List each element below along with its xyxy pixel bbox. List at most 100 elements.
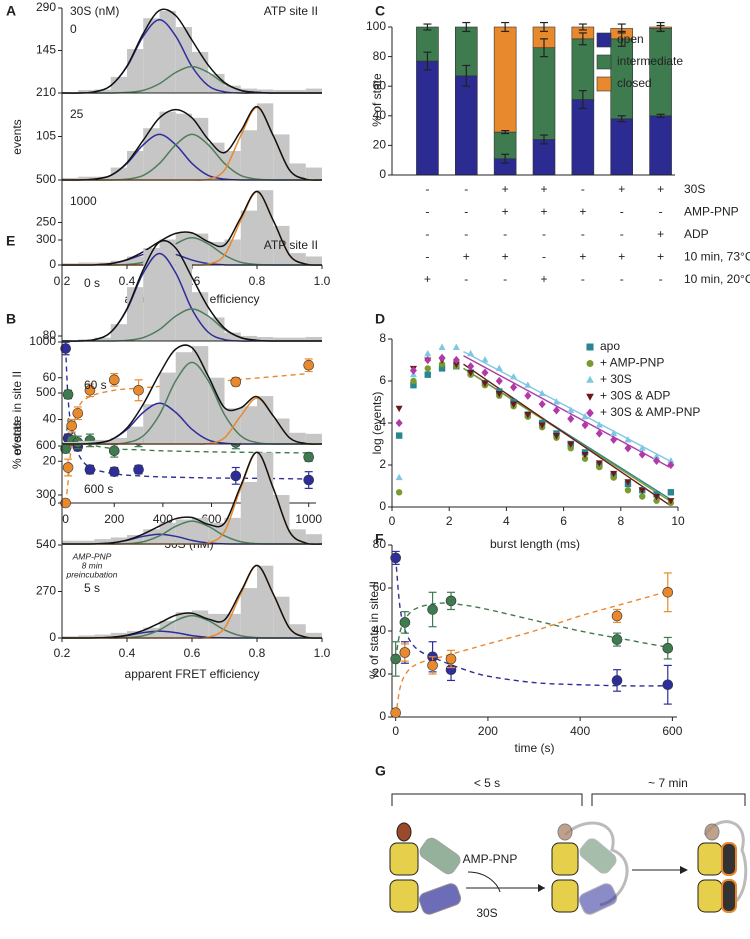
domain	[419, 837, 461, 875]
error-bar	[540, 21, 548, 33]
y-tick-label: 210	[36, 85, 56, 99]
y-axis-title: % of state in site II	[367, 581, 381, 679]
marker	[524, 381, 532, 388]
panel-letter: B	[6, 311, 16, 327]
histogram-bar	[159, 620, 176, 638]
histogram-bar	[240, 481, 257, 544]
subpanel-label: 60 s	[84, 378, 107, 392]
marker	[410, 382, 417, 389]
marker	[638, 487, 646, 495]
bar-segment	[493, 26, 517, 133]
histogram-bar	[289, 163, 306, 180]
marker	[84, 464, 96, 475]
marker	[409, 366, 417, 375]
histogram-bar	[94, 539, 111, 544]
condition-label: 10 min, 73°C	[684, 250, 750, 264]
y-axis-title: % of state	[370, 73, 384, 127]
histogram-bar	[127, 256, 144, 265]
condition-mark: -	[620, 227, 624, 241]
marker	[624, 479, 632, 486]
x-tick-label: 0.4	[119, 274, 136, 288]
x-tick-label: 6	[560, 514, 567, 528]
error-bar	[656, 113, 665, 118]
histogram-bar	[62, 540, 79, 544]
arrowhead	[680, 866, 688, 874]
x-tick-label: 600	[662, 724, 682, 738]
fit-line	[463, 350, 670, 462]
error-bar	[462, 64, 471, 87]
y-tick-label: 20	[43, 453, 57, 467]
marker	[495, 376, 503, 386]
marker	[567, 414, 575, 423]
legend-marker	[586, 360, 594, 367]
annotation: ATP site II	[264, 238, 318, 252]
bar-segment	[649, 28, 672, 117]
x-tick-label: 0	[392, 724, 399, 738]
histogram-bar	[175, 263, 192, 341]
condition-mark: -	[581, 227, 585, 241]
marker	[510, 372, 518, 380]
histogram-bar	[175, 352, 192, 444]
histogram-bar	[257, 89, 274, 93]
fit-line	[463, 363, 670, 506]
y-tick-label: 8	[379, 331, 386, 345]
marker	[610, 429, 618, 437]
legend-marker	[586, 343, 594, 351]
condition-mark: +	[463, 250, 470, 264]
histogram-bar	[273, 495, 290, 544]
legend-label: intermediate	[617, 54, 683, 68]
condition-mark: +	[618, 250, 625, 264]
legend-label: + 30S & AMP-PNP	[600, 405, 700, 419]
marker	[467, 349, 475, 357]
y-tick-label: 4	[379, 415, 386, 429]
histogram-bar	[305, 433, 322, 444]
condition-mark: -	[659, 272, 663, 286]
histogram-bar	[110, 167, 127, 180]
marker	[395, 405, 403, 413]
marker	[567, 445, 574, 452]
error-bar	[501, 21, 510, 33]
marker	[467, 370, 475, 377]
histogram-bar	[159, 522, 176, 544]
marker	[66, 420, 78, 432]
histogram-bar	[94, 337, 111, 341]
y-tick-label: 270	[36, 584, 56, 598]
histogram-bar	[257, 336, 274, 341]
domain	[697, 842, 723, 876]
histogram-bar	[273, 418, 290, 444]
domain	[418, 883, 462, 915]
y-tick-label: 1000	[29, 334, 56, 348]
condition-label: ADP	[684, 227, 709, 241]
y-tick-label: 6	[379, 373, 386, 387]
histogram-bar	[192, 346, 209, 444]
error-bar	[578, 32, 587, 46]
condition-mark: +	[579, 250, 586, 264]
marker	[395, 473, 403, 481]
error-bar	[501, 153, 510, 164]
fit-line	[394, 589, 673, 718]
condition-mark: +	[502, 182, 509, 196]
histogram-bar	[143, 250, 160, 341]
y-tick-label: 60	[373, 580, 387, 594]
histogram-bar	[289, 432, 306, 444]
marker	[452, 343, 460, 350]
domain	[551, 879, 579, 913]
condition-mark: +	[540, 205, 547, 219]
condition-mark: -	[425, 250, 429, 264]
condition-mark: +	[502, 250, 509, 264]
marker	[424, 365, 431, 372]
bar-segment	[454, 75, 478, 176]
error-bar	[540, 134, 548, 145]
condition-mark: -	[503, 227, 507, 241]
note: 8 min	[82, 560, 103, 570]
nucleotide	[396, 822, 412, 842]
marker	[653, 456, 661, 465]
histogram-bar	[78, 635, 95, 638]
condition-mark: +	[657, 250, 664, 264]
histogram-bar	[289, 337, 306, 341]
bar-segment	[571, 99, 595, 176]
histogram-bar	[240, 88, 257, 93]
domain	[721, 879, 737, 913]
marker	[133, 464, 144, 475]
